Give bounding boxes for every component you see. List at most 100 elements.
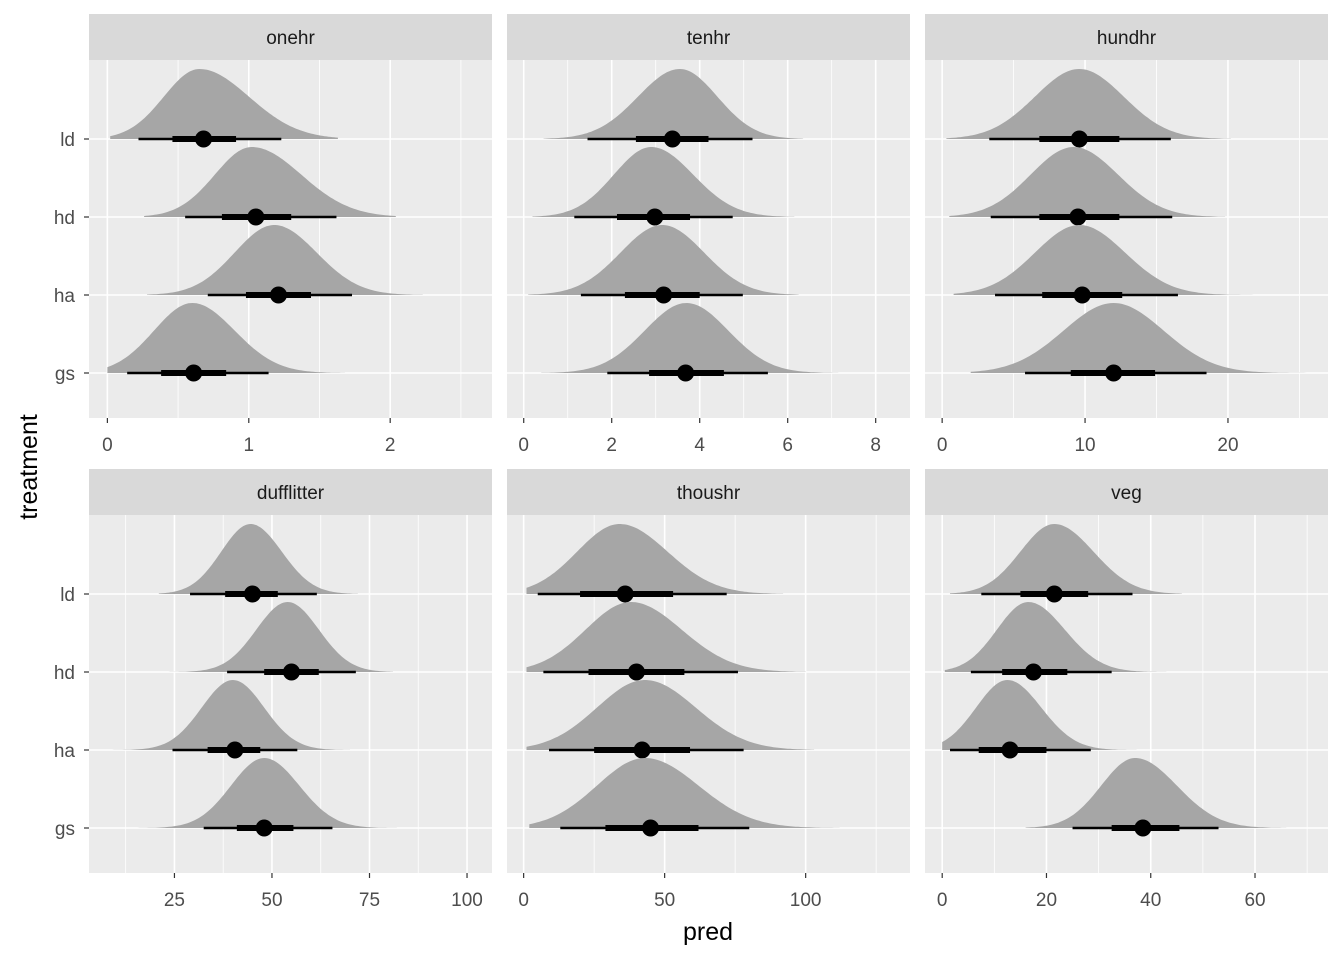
facet-panel-hundhr: hundhr 0 10 20: [925, 14, 1328, 456]
facet-panel-veg: veg 0 20 40 60: [925, 469, 1328, 911]
y-tick-label: gs: [55, 364, 75, 385]
median-point-ha: [655, 286, 673, 304]
median-point-gs: [642, 819, 660, 837]
x-tick-label: 2: [385, 435, 396, 456]
density-ld: [158, 524, 358, 594]
y-tick-label: ld: [60, 585, 75, 606]
median-point-gs: [1134, 819, 1152, 837]
median-point-ld: [1070, 130, 1088, 148]
density-hd: [526, 602, 806, 672]
x-tick-label: 100: [451, 890, 483, 911]
median-point-hd: [282, 663, 300, 681]
x-axis-title: pred: [683, 918, 733, 946]
density-ld: [950, 524, 1182, 594]
median-point-ha: [1073, 286, 1091, 304]
density-gs: [107, 303, 345, 373]
median-point-gs: [677, 364, 695, 382]
density-ld: [543, 69, 804, 139]
density-hd: [166, 602, 393, 672]
density-gs: [123, 758, 397, 828]
x-tick-label: 60: [1244, 890, 1265, 911]
density-ha: [528, 225, 799, 295]
y-tick-label: hd: [54, 663, 75, 684]
median-point-hd: [627, 663, 645, 681]
median-point-hd: [646, 208, 664, 226]
x-tick-label: 20: [1217, 435, 1238, 456]
y-axis-title: treatment: [15, 414, 43, 520]
density-ha: [147, 225, 423, 295]
x-tick-label: 1: [243, 435, 254, 456]
median-point-hd: [1024, 663, 1042, 681]
facet-strip: [507, 469, 910, 515]
facet-strip: [507, 14, 910, 60]
median-point-gs: [185, 364, 203, 382]
median-point-ha: [1001, 741, 1019, 759]
facet-panel-dufflitter: dufflitter 25 50 75 100 ld hd ha gs: [54, 469, 492, 911]
density-ld: [946, 69, 1231, 139]
facet-strip: [925, 469, 1328, 515]
y-tick-label: gs: [55, 819, 75, 840]
x-tick-label: 0: [937, 435, 948, 456]
x-tick-label: 8: [870, 435, 881, 456]
density-gs: [1025, 758, 1287, 828]
density-hd: [944, 602, 1167, 672]
facet-strip: [89, 469, 492, 515]
median-point-ld: [195, 130, 213, 148]
x-tick-label: 40: [1140, 890, 1161, 911]
median-point-ha: [226, 741, 244, 759]
chart-panels: onehr 0 1 2 ld hd ha gs tenhr 0 2 4 6 8 hundhr 0 10 20 duf…: [54, 14, 1328, 911]
x-tick-label: 75: [359, 890, 380, 911]
x-tick-label: 0: [937, 890, 948, 911]
facet-title: dufflitter: [257, 483, 325, 504]
facet-title: hundhr: [1097, 28, 1157, 49]
density-gs: [541, 303, 839, 373]
density-hd: [532, 147, 795, 217]
median-point-ld: [663, 130, 681, 148]
facet-title: thoushr: [677, 483, 741, 504]
median-point-hd: [1069, 208, 1087, 226]
x-tick-label: 20: [1036, 890, 1057, 911]
y-tick-label: ld: [60, 130, 75, 151]
median-point-ld: [1045, 585, 1063, 603]
facet-title: tenhr: [687, 28, 731, 49]
density-ld: [110, 69, 338, 139]
density-ha: [942, 680, 1154, 750]
x-tick-label: 25: [164, 890, 185, 911]
density-hd: [144, 147, 396, 217]
x-tick-label: 4: [694, 435, 705, 456]
median-point-ld: [616, 585, 634, 603]
facet-strip: [925, 14, 1328, 60]
median-point-hd: [247, 208, 265, 226]
facet-panel-thoushr: thoushr 0 50 100: [507, 469, 910, 911]
median-point-gs: [1105, 364, 1123, 382]
density-ld: [526, 524, 784, 594]
x-tick-label: 0: [518, 890, 529, 911]
median-point-gs: [255, 819, 273, 837]
facet-title: veg: [1111, 483, 1142, 504]
facet-panel-onehr: onehr 0 1 2 ld hd ha gs: [54, 14, 492, 456]
x-tick-label: 100: [790, 890, 822, 911]
y-tick-label: ha: [54, 286, 76, 307]
y-tick-label: ha: [54, 741, 76, 762]
density-ha: [953, 225, 1254, 295]
median-point-ha: [269, 286, 287, 304]
x-tick-label: 2: [606, 435, 617, 456]
density-ha: [108, 680, 350, 750]
median-point-ld: [243, 585, 261, 603]
y-tick-label: hd: [54, 208, 75, 229]
x-tick-label: 0: [102, 435, 113, 456]
x-tick-label: 0: [518, 435, 529, 456]
density-gs: [529, 758, 840, 828]
x-tick-label: 50: [654, 890, 675, 911]
x-tick-label: 6: [782, 435, 793, 456]
density-ha: [526, 680, 815, 750]
density-hd: [949, 147, 1226, 217]
x-tick-label: 50: [261, 890, 282, 911]
facet-title: onehr: [266, 28, 315, 49]
density-gs: [970, 303, 1307, 373]
facet-panel-tenhr: tenhr 0 2 4 6 8: [507, 14, 910, 456]
x-tick-label: 10: [1074, 435, 1095, 456]
median-point-ha: [633, 741, 651, 759]
facet-strip: [89, 14, 492, 60]
